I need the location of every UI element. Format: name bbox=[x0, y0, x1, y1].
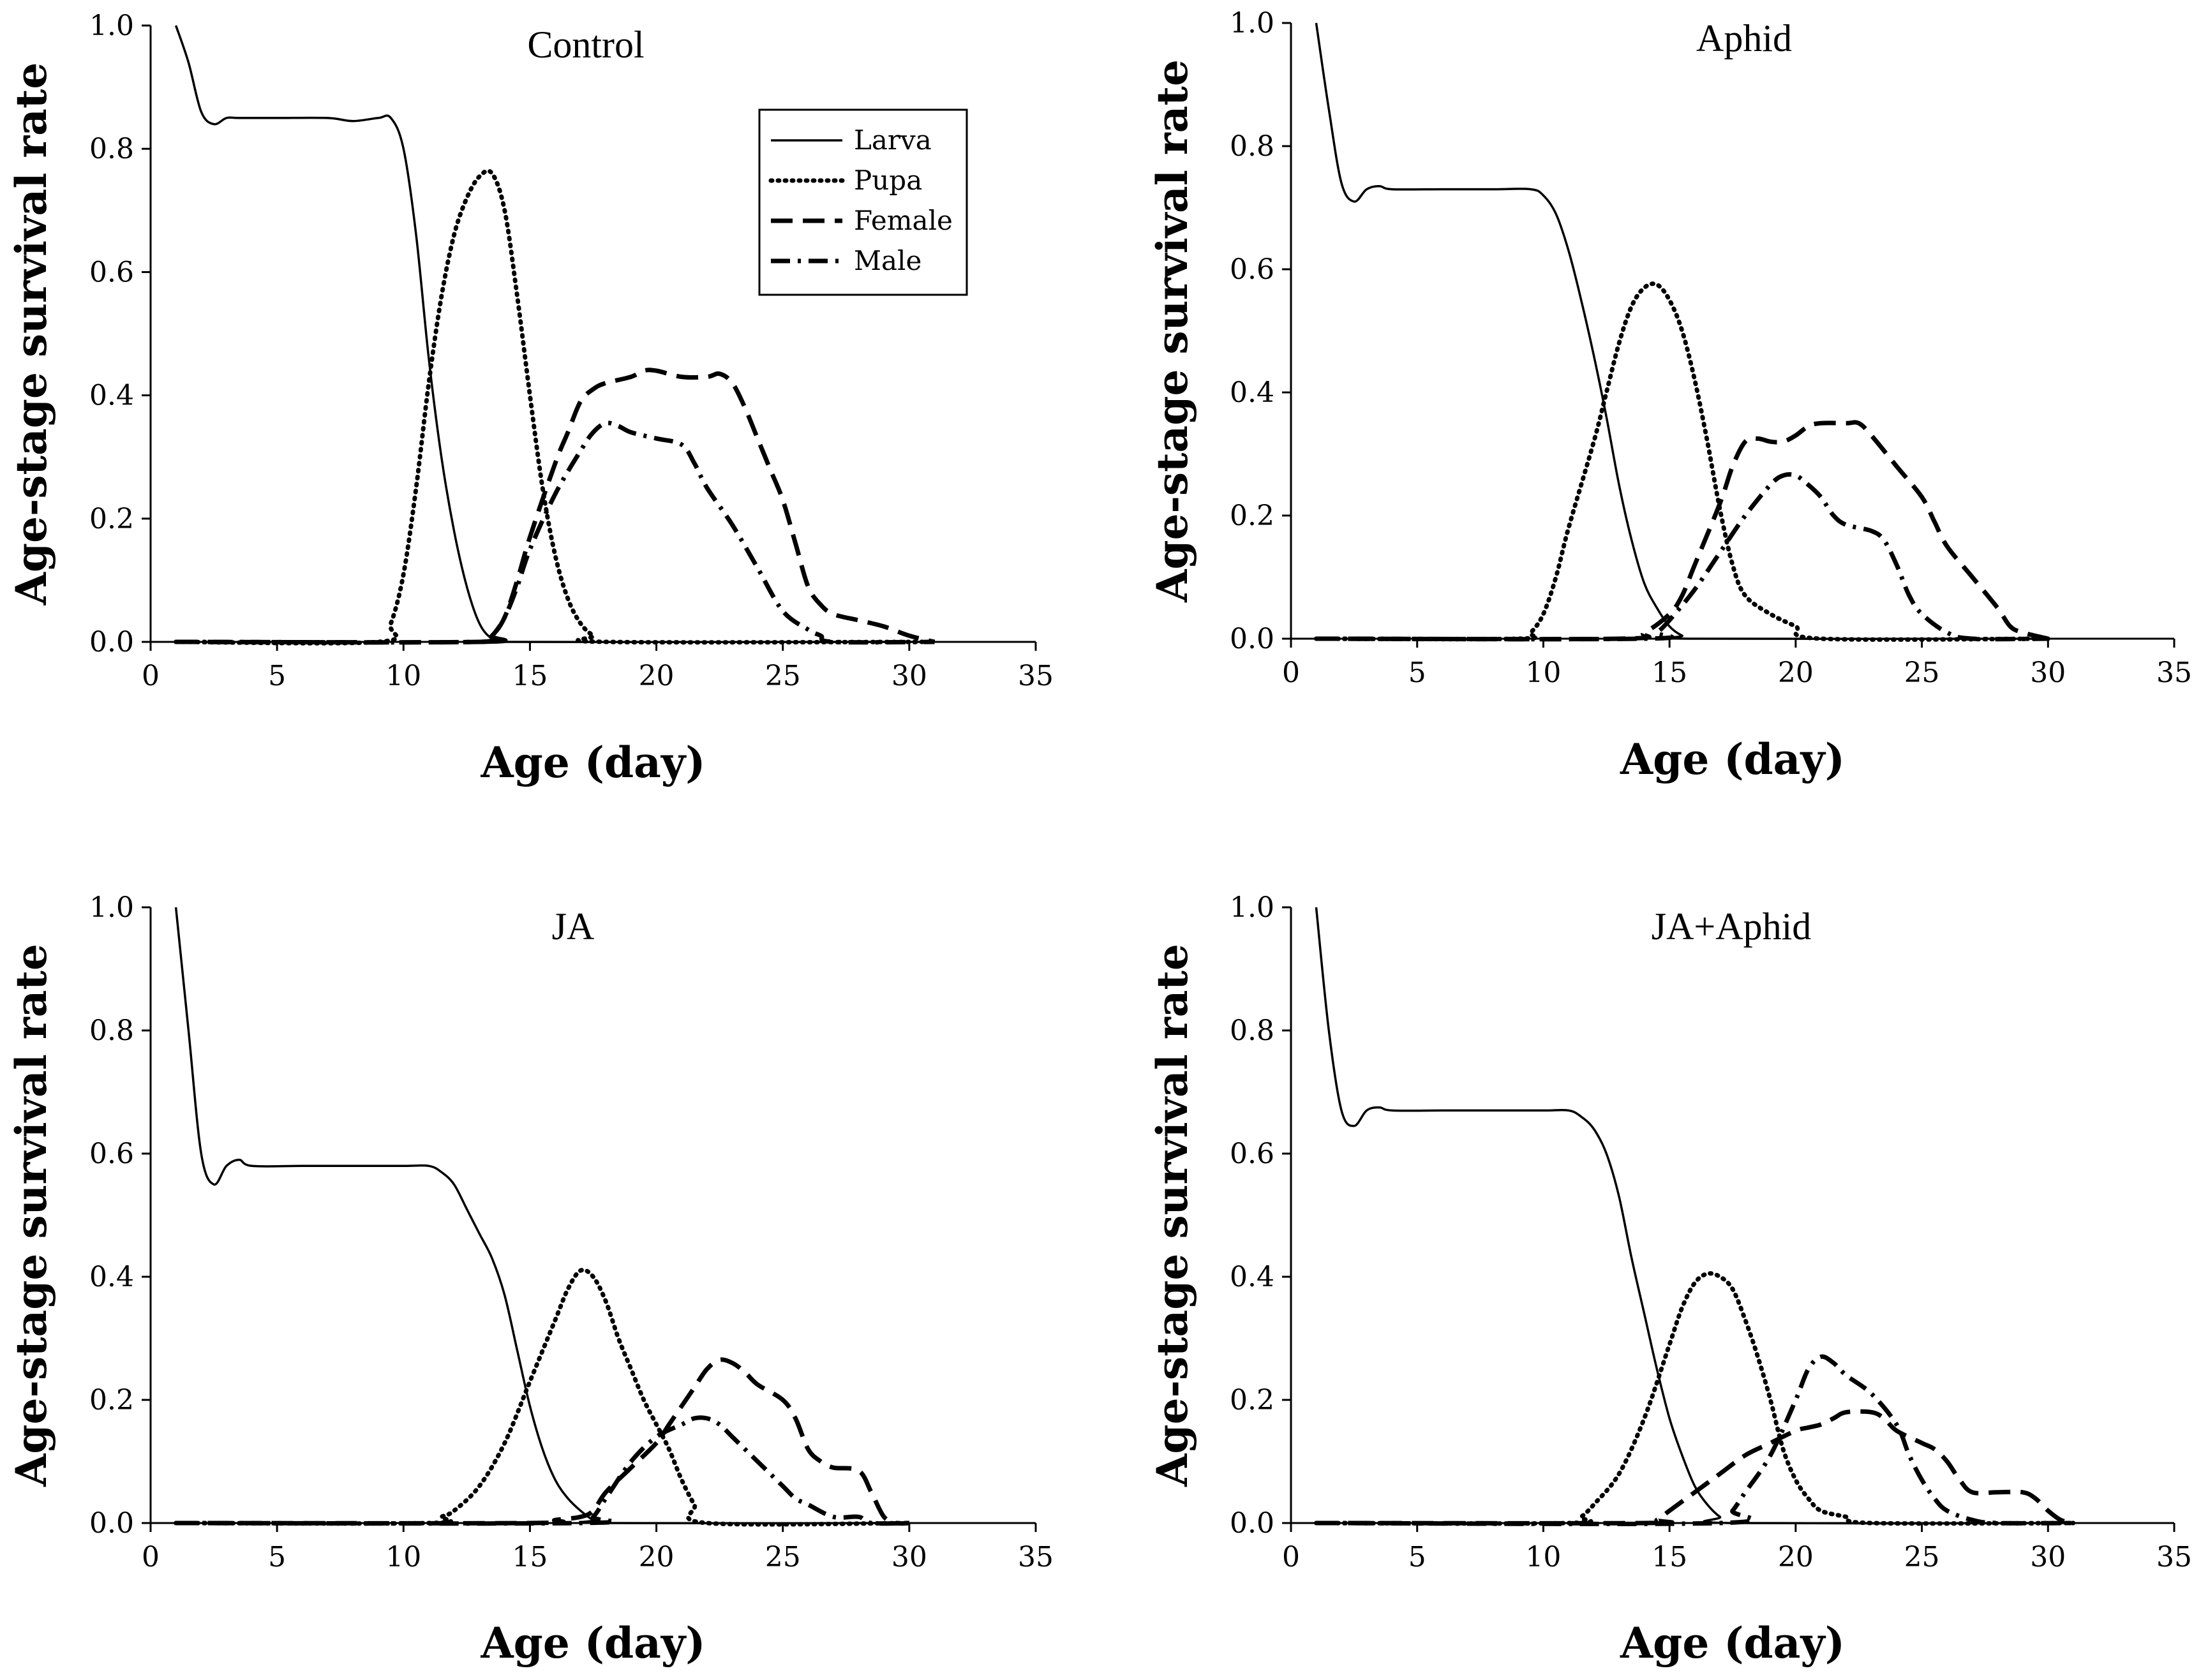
y-axis-title: Age-stage survival rate bbox=[1147, 59, 1197, 603]
y-tick-label: 0.6 bbox=[89, 256, 134, 288]
x-tick-label: 10 bbox=[385, 660, 421, 692]
x-tick-label: 0 bbox=[1282, 1541, 1300, 1573]
chart-panel-0: 0 5 10 15 20 25 30 35 0.0 0.2 0.4 0.6 0.8 1.0 Control A… bbox=[6, 10, 1054, 787]
series-line-larva bbox=[1315, 22, 2048, 641]
x-tick-label: 0 bbox=[1282, 657, 1300, 689]
series-line-pupa bbox=[1314, 1271, 2076, 1526]
y-tick-label: 0.2 bbox=[1230, 1384, 1274, 1416]
x-tick-label: 10 bbox=[385, 1541, 421, 1573]
series-line-pupa bbox=[174, 168, 937, 646]
series-line-larva bbox=[1315, 907, 2073, 1525]
y-tick-label: 0.8 bbox=[1230, 1015, 1274, 1047]
x-tick-label: 10 bbox=[1525, 657, 1561, 689]
x-tick-label: 35 bbox=[2156, 657, 2192, 689]
y-tick-label: 0.4 bbox=[89, 1261, 134, 1293]
y-tick-label: 0.8 bbox=[89, 1015, 134, 1047]
series-line-pupa bbox=[174, 1267, 912, 1527]
y-tick-label: 0.8 bbox=[1230, 130, 1274, 163]
y-tick-label: 0.2 bbox=[89, 1384, 134, 1416]
x-tick-label: 25 bbox=[1904, 1541, 1940, 1573]
y-tick-label: 0.6 bbox=[89, 1138, 134, 1170]
x-axis-title: Age (day) bbox=[480, 1618, 705, 1668]
x-tick-label: 35 bbox=[1018, 660, 1054, 692]
x-tick-label: 20 bbox=[639, 1541, 675, 1573]
x-tick-label: 15 bbox=[1652, 1541, 1687, 1573]
y-axis-title: Age-stage survival rate bbox=[6, 944, 56, 1487]
y-tick-label: 0.2 bbox=[1230, 500, 1274, 532]
x-tick-label: 30 bbox=[892, 660, 927, 692]
x-axis-title: Age (day) bbox=[480, 738, 705, 787]
chart-title: JA+Aphid bbox=[1652, 905, 1812, 948]
series-line-female bbox=[1316, 1409, 2074, 1526]
chart-title: Control bbox=[527, 24, 644, 66]
series-line-male bbox=[1316, 1354, 2073, 1526]
legend: Larva Pupa Female Male bbox=[758, 108, 968, 296]
x-tick-label: 30 bbox=[2030, 657, 2066, 689]
x-tick-label: 5 bbox=[1408, 657, 1426, 689]
legend-label-female: Female bbox=[854, 205, 953, 236]
series-line-female bbox=[1316, 420, 2049, 642]
y-tick-label: 0.4 bbox=[89, 380, 134, 412]
series-line-male bbox=[175, 1415, 909, 1526]
y-tick-label: 0.0 bbox=[89, 1507, 134, 1540]
y-tick-label: 0.0 bbox=[89, 626, 134, 658]
x-tick-label: 20 bbox=[1778, 657, 1814, 689]
x-tick-label: 5 bbox=[268, 1541, 286, 1573]
y-tick-label: 0.4 bbox=[1230, 1261, 1274, 1293]
y-tick-label: 0.8 bbox=[89, 133, 134, 165]
x-tick-label: 20 bbox=[639, 660, 675, 692]
legend-label-larva: Larva bbox=[854, 124, 932, 156]
y-tick-label: 1.0 bbox=[89, 891, 134, 924]
series-line-female bbox=[175, 1357, 910, 1526]
y-tick-label: 0.2 bbox=[89, 503, 134, 535]
x-tick-label: 5 bbox=[1408, 1541, 1426, 1573]
x-tick-label: 30 bbox=[892, 1541, 927, 1573]
x-tick-label: 5 bbox=[268, 660, 286, 692]
x-tick-label: 0 bbox=[142, 1541, 160, 1573]
chart-panel-3: 0 5 10 15 20 25 30 35 0.0 0.2 0.4 0.6 0.8 1.0 JA+Aphid… bbox=[1147, 891, 2192, 1668]
x-axis-title: Age (day) bbox=[1620, 734, 1845, 784]
x-tick-label: 0 bbox=[142, 660, 160, 692]
y-tick-label: 1.0 bbox=[89, 10, 134, 42]
x-tick-label: 15 bbox=[512, 1541, 548, 1573]
series-line-larva bbox=[174, 907, 909, 1525]
series-line-pupa bbox=[1314, 281, 2050, 642]
x-tick-label: 35 bbox=[2156, 1541, 2192, 1573]
y-tick-label: 0.6 bbox=[1230, 253, 1274, 286]
x-tick-label: 25 bbox=[765, 660, 801, 692]
y-tick-label: 0.0 bbox=[1230, 623, 1274, 655]
y-axis-title: Age-stage survival rate bbox=[6, 63, 56, 606]
y-tick-label: 0.6 bbox=[1230, 1138, 1274, 1170]
legend-label-male: Male bbox=[854, 245, 921, 276]
x-tick-label: 10 bbox=[1525, 1541, 1561, 1573]
y-tick-label: 0.4 bbox=[1230, 376, 1274, 409]
y-tick-label: 1.0 bbox=[1230, 7, 1274, 40]
chart-title: JA bbox=[552, 905, 595, 948]
x-tick-label: 25 bbox=[765, 1541, 801, 1573]
x-tick-label: 15 bbox=[512, 660, 548, 692]
x-tick-label: 25 bbox=[1904, 657, 1940, 689]
legend-label-pupa: Pupa bbox=[854, 165, 922, 196]
x-axis-title: Age (day) bbox=[1620, 1618, 1845, 1668]
x-tick-label: 30 bbox=[2030, 1541, 2066, 1573]
y-axis-title: Age-stage survival rate bbox=[1147, 944, 1197, 1487]
chart-title: Aphid bbox=[1696, 17, 1792, 59]
series-line-female bbox=[175, 368, 936, 645]
x-tick-label: 15 bbox=[1652, 657, 1687, 689]
chart-panel-1: 0 5 10 15 20 25 30 35 0.0 0.2 0.4 0.6 0.8 1.0 Aphid Age… bbox=[1147, 7, 2192, 784]
series-line-male bbox=[175, 420, 935, 645]
series-line-male bbox=[1316, 472, 2048, 642]
chart-panel-2: 0 5 10 15 20 25 30 35 0.0 0.2 0.4 0.6 0.8 1.0 JA Age (d… bbox=[6, 891, 1054, 1668]
x-tick-label: 35 bbox=[1018, 1541, 1054, 1573]
y-tick-label: 0.0 bbox=[1230, 1507, 1274, 1540]
y-tick-label: 1.0 bbox=[1230, 891, 1274, 924]
x-tick-label: 20 bbox=[1778, 1541, 1814, 1573]
